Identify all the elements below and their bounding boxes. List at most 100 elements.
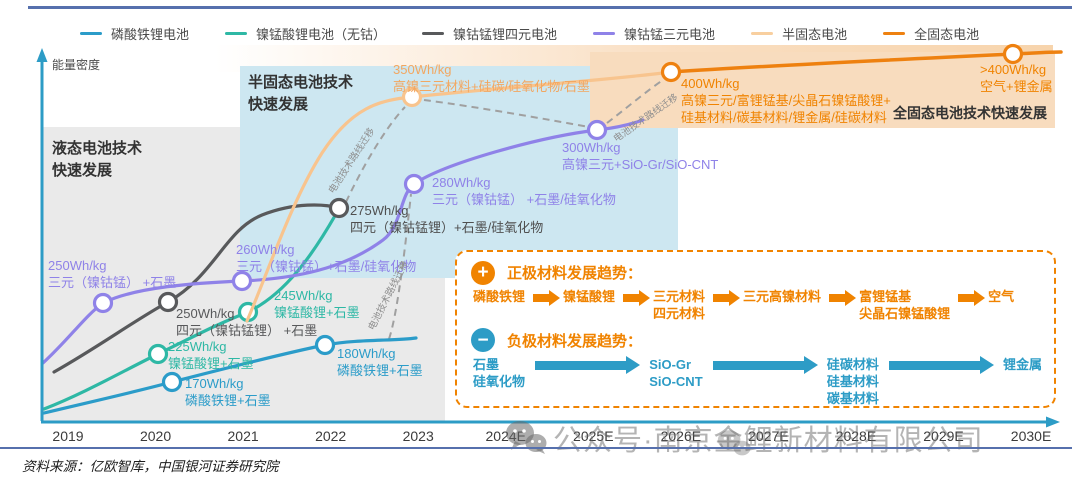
data-point-marker — [586, 119, 608, 141]
flow-step-label: 富锂锰基 尖晶石镍锰酸锂 — [859, 289, 951, 321]
cathode-material-flow: 磷酸铁锂 镍锰酸锂 三元材料 四元材料 三元高镍材料 富锂锰基 尖晶石镍锰酸锂 空气 — [473, 289, 1042, 323]
flow-step-label: 石墨 硅氧化物 — [473, 356, 526, 389]
legend-label: 镍钴锰锂四元电池 — [453, 27, 558, 42]
top-divider — [28, 6, 1072, 9]
migration-dashed-line — [606, 79, 664, 124]
data-point-label: 300Wh/kg 高镍三元+SiO-Gr/SiO-CNT — [562, 140, 719, 172]
series-curve — [52, 203, 341, 374]
data-point-label: 225Wh/kg 镍锰酸锂+石墨 — [168, 339, 254, 371]
data-point-marker — [314, 334, 336, 356]
x-tick-label: 2029E — [923, 428, 964, 444]
legend-item: 全固态电池 — [883, 24, 979, 43]
right-arrow-icon — [712, 355, 819, 374]
legend-line-swatch-icon — [422, 32, 445, 35]
data-point-marker — [660, 61, 682, 83]
minus-icon: − — [471, 328, 495, 353]
legend-line-swatch-icon — [751, 32, 774, 35]
data-point-label: 400Wh/kg 高镍三元/富锂锰基/尖晶石镍锰酸锂+ 硅基材料/碳基材料/锂金属/… — [681, 76, 891, 125]
x-tick-label: 2019 — [52, 428, 84, 444]
legend-item: 镍锰酸锂电池（无钴） — [225, 24, 386, 43]
legend-item: 磷酸铁锂电池 — [80, 24, 189, 43]
right-arrow-icon — [888, 355, 995, 374]
anode-material-flow: 石墨 硅氧化物 SiO-Gr SiO-CNT 硅碳材料 硅基材料 碳基材料 锂金属 — [473, 355, 1043, 408]
wechat-icon-small — [717, 430, 751, 456]
data-point-marker — [1002, 43, 1024, 65]
right-arrow-icon — [533, 289, 561, 306]
legend-line-swatch-icon — [80, 32, 102, 35]
material-trends-box: + 正极材料发展趋势： 磷酸铁锂 镍锰酸锂 三元材料 四元材料 三元高镍材料 富锂锰基 尖晶… — [455, 250, 1056, 408]
x-tick-label: 2020 — [139, 428, 172, 444]
x-tick-label: 2026E — [660, 428, 702, 444]
data-point-label: 170Wh/kg 磷酸铁锂+石墨 — [185, 376, 271, 408]
legend-label: 镍锰酸锂电池（无钴） — [256, 27, 387, 42]
data-point-marker — [328, 197, 350, 219]
legend-label: 全固态电池 — [914, 27, 980, 42]
flow-step-label: 空气 — [988, 289, 1015, 304]
x-tick-label: 2021 — [227, 428, 259, 444]
x-tick-label: 2030E — [1010, 428, 1052, 444]
series-curve — [42, 336, 418, 415]
data-point-label: 350Wh/kg 高镍三元材料+硅碳/硅氧化物/石墨 — [393, 62, 590, 94]
data-point-marker — [401, 86, 423, 108]
flow-step-label: 锂金属 — [1003, 356, 1043, 372]
data-point-label: 180Wh/kg 磷酸铁锂+石墨 — [337, 346, 423, 378]
anode-trend-title: 负极材料发展趋势： — [507, 332, 643, 350]
data-point-label: 260Wh/kg 三元（镍钴锰）+石墨/硅氧化物 — [236, 242, 417, 274]
flow-step-label: 镍锰酸锂 — [563, 289, 616, 304]
series-curves — [41, 43, 1063, 415]
x-tick-label: 2023 — [402, 428, 434, 444]
right-arrow-icon — [958, 289, 986, 306]
flow-step-label: 三元材料 四元材料 — [653, 289, 706, 321]
cathode-trend-title: 正极材料发展趋势： — [507, 265, 643, 282]
legend-line-swatch-icon — [225, 32, 248, 35]
legend-label: 半固态电池 — [782, 27, 848, 42]
migration-dashed-line — [388, 193, 412, 340]
x-tick-label: 2025E — [573, 428, 614, 444]
migration-dashed-lines — [345, 79, 664, 340]
legend-label: 镍钴锰三元电池 — [624, 27, 716, 42]
data-point-label: >400Wh/kg 空气+锂金属 — [980, 62, 1053, 94]
right-arrow-icon — [623, 289, 651, 306]
y-axis-label: 能量密度 — [52, 58, 101, 72]
y-axis-arrow-icon — [36, 48, 48, 62]
watermark-text: 公众号·南京金鲤新材料有限公司 — [553, 425, 984, 457]
x-axis-arrow-icon — [1046, 416, 1060, 428]
migration-dashed-line — [345, 106, 406, 203]
legend-line-swatch-icon — [593, 32, 616, 35]
right-arrow-icon — [535, 355, 641, 374]
legend-line-swatch-icon — [883, 32, 906, 35]
data-point-marker — [157, 291, 179, 313]
x-tick-label: 2027E — [748, 428, 789, 444]
chart-legend: 磷酸铁锂电池 镍锰酸锂电池（无钴） 镍钴锰锂四元电池 镍钴锰三元电池 半固态电池 全固态电… — [80, 24, 1020, 43]
data-point-marker — [92, 292, 114, 314]
watermark: 公众号·南京金鲤新材料有限公司 — [505, 417, 984, 459]
right-arrow-icon — [713, 289, 741, 306]
x-tick-label: 2022 — [315, 428, 347, 444]
migration-dashed-line — [423, 99, 590, 128]
series-curve — [245, 70, 673, 323]
bottom-divider — [0, 447, 1072, 449]
data-point-marker — [403, 173, 425, 195]
data-point-label: 245Wh/kg 镍锰酸锂+石墨 — [274, 288, 360, 320]
flow-step-label: 三元高镍材料 — [743, 289, 822, 304]
legend-item: 镍钴锰三元电池 — [593, 24, 715, 43]
data-point-marker — [161, 371, 183, 393]
source-note: 资料来源：亿欧智库，中国银河证券研究院 — [22, 459, 279, 474]
flow-step-label: 磷酸铁锂 — [473, 289, 526, 304]
legend-item: 半固态电池 — [751, 24, 847, 43]
legend-label: 磷酸铁锂电池 — [111, 27, 190, 42]
x-tick-label: 2028E — [835, 428, 877, 444]
flow-step-label: 硅碳材料 硅基材料 碳基材料 — [826, 356, 879, 406]
legend-item: 镍钴锰锂四元电池 — [422, 24, 557, 43]
wechat-icon — [506, 421, 547, 454]
data-point-label: 275Wh/kg 四元（镍钴锰锂）+石墨/硅氧化物 — [350, 203, 544, 235]
data-point-label: 250Wh/kg 三元（镍钴锰） +石墨 — [48, 258, 177, 290]
plus-icon: + — [471, 260, 495, 285]
region-label-liquid: 液态电池技术 快速发展 — [52, 140, 143, 179]
flow-step-label: SiO-Gr SiO-CNT — [649, 356, 703, 389]
axes — [36, 48, 1060, 428]
series-curve — [669, 50, 1063, 74]
right-arrow-icon — [829, 289, 857, 306]
